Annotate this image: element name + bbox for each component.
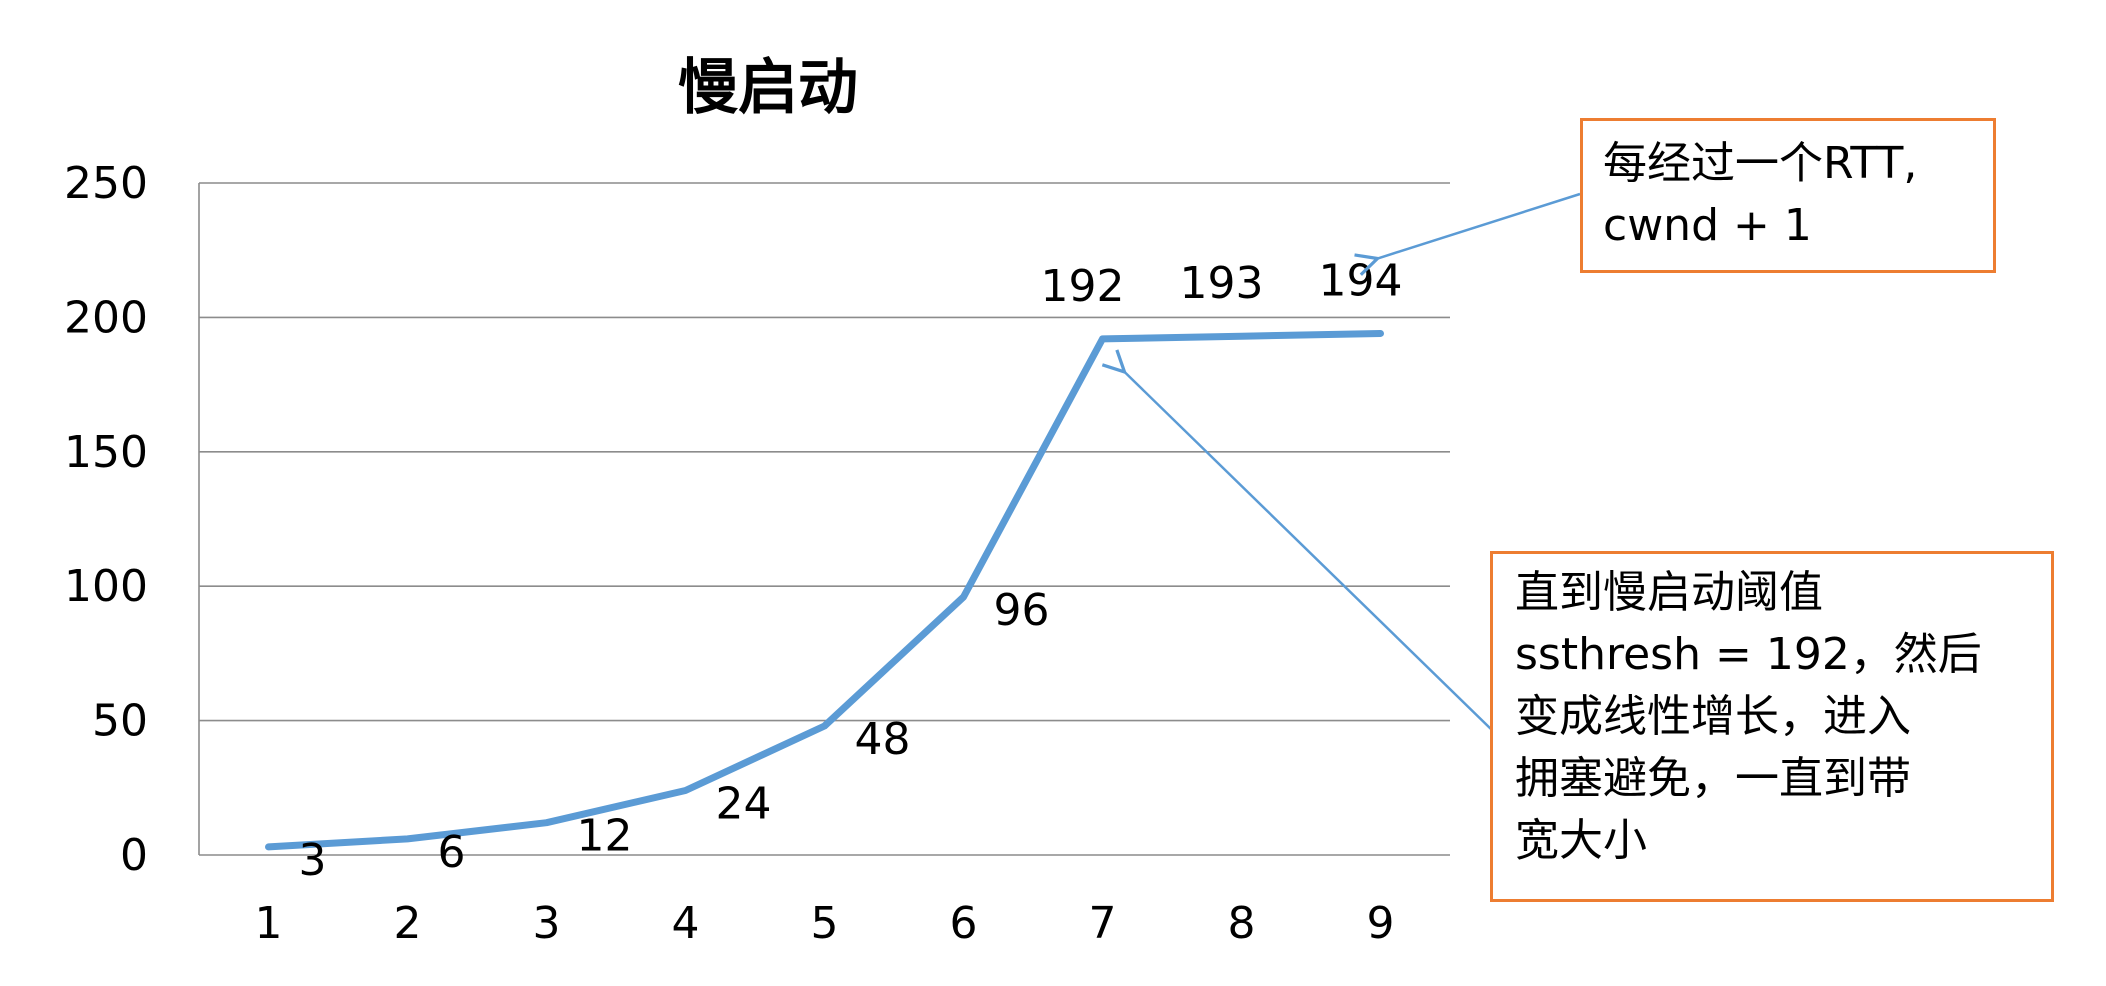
y-tick-label: 50 xyxy=(92,696,148,747)
y-tick-label: 0 xyxy=(120,830,148,881)
gridlines xyxy=(198,182,1450,856)
y-axis-ticks: 0 50 100 150 200 250 xyxy=(64,158,148,881)
callout-arrows xyxy=(1125,192,1581,733)
data-label: 3 xyxy=(299,835,327,886)
callout-ssthresh: 直到慢启动阈值 ssthresh = 192，然后 变成线性增长，进入 拥塞避免… xyxy=(1490,551,2054,902)
x-tick-label: 3 xyxy=(533,898,561,949)
callout-arrow-bottom xyxy=(1125,372,1495,733)
callout-arrow-top xyxy=(1378,192,1581,259)
data-label: 24 xyxy=(716,778,772,829)
x-tick-label: 9 xyxy=(1367,898,1395,949)
x-tick-label: 1 xyxy=(255,898,283,949)
y-tick-label: 100 xyxy=(64,561,148,612)
x-axis-ticks: 1 2 3 4 5 6 7 8 9 xyxy=(255,898,1395,949)
x-tick-label: 6 xyxy=(950,898,978,949)
data-label: 193 xyxy=(1180,258,1264,309)
callout-cwnd-increment: 每经过一个RTT, cwnd + 1 xyxy=(1580,118,1996,273)
series-line xyxy=(265,330,1384,851)
data-label: 12 xyxy=(577,811,633,862)
y-tick-label: 150 xyxy=(64,427,148,478)
x-tick-label: 5 xyxy=(811,898,839,949)
x-tick-label: 8 xyxy=(1228,898,1256,949)
data-label: 96 xyxy=(994,585,1050,636)
x-tick-label: 4 xyxy=(672,898,700,949)
data-label: 6 xyxy=(438,827,466,878)
x-tick-label: 7 xyxy=(1089,898,1117,949)
y-tick-label: 250 xyxy=(64,158,148,209)
data-label: 192 xyxy=(1041,261,1125,312)
chart-title: 慢启动 xyxy=(678,53,858,123)
x-tick-label: 2 xyxy=(394,898,422,949)
data-label: 48 xyxy=(855,714,911,765)
series-layer xyxy=(265,330,1384,851)
data-labels: 3 6 12 24 48 96 192 193 194 xyxy=(299,256,1403,886)
y-tick-label: 200 xyxy=(64,292,148,343)
data-label: 194 xyxy=(1319,256,1403,307)
